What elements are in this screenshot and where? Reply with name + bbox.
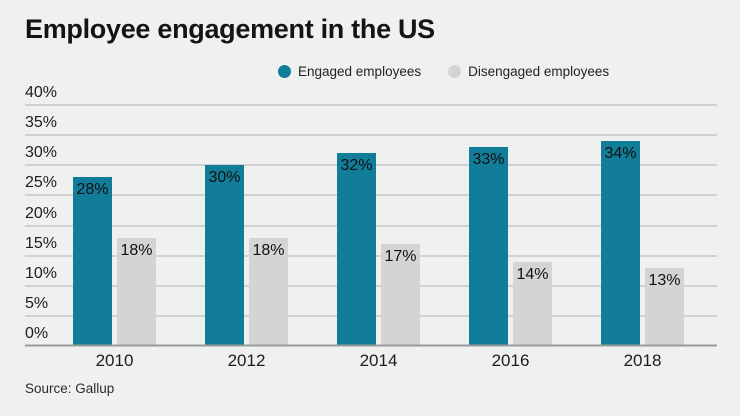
bar-engaged-2014: 32% <box>337 153 376 346</box>
chart-title: Employee engagement in the US <box>25 14 435 44</box>
x-tick-label: 2016 <box>491 351 530 370</box>
legend-label: Engaged employees <box>298 64 422 79</box>
y-tick-label: 0% <box>25 325 49 342</box>
bar-engaged-2018: 34% <box>601 141 640 346</box>
bar-value-label: 18% <box>120 241 153 259</box>
y-tick-label: 5% <box>25 294 49 312</box>
bar-value-label: 32% <box>340 157 373 175</box>
source-note: Source: Gallup <box>25 381 115 396</box>
legend: Engaged employees Disengaged employees <box>278 64 609 79</box>
legend-dot-icon <box>278 65 291 78</box>
x-tick-label: 2012 <box>227 351 266 370</box>
x-tick-label: 2014 <box>359 351 398 370</box>
bar-disengaged-2014: 17% <box>381 243 420 346</box>
gridline <box>25 134 717 136</box>
bar-disengaged-2016: 14% <box>513 261 552 346</box>
y-tick-label: 20% <box>25 204 58 222</box>
y-tick-label: 10% <box>25 264 58 282</box>
bar-disengaged-2010: 18% <box>117 237 156 346</box>
y-tick-label: 30% <box>25 144 58 162</box>
legend-dot-icon <box>448 65 462 78</box>
bar-engaged-2010: 28% <box>73 177 112 346</box>
x-tick-label: 2010 <box>95 351 134 370</box>
y-tick-label: 40% <box>25 84 58 101</box>
x-axis-line <box>25 344 717 347</box>
bar-value-label: 14% <box>516 265 549 283</box>
gridline <box>25 104 717 106</box>
bar-value-label: 17% <box>384 247 417 265</box>
legend-label: Disengaged employees <box>468 64 610 79</box>
y-tick-label: 15% <box>25 234 58 252</box>
legend-item-engaged: Engaged employees <box>278 64 421 79</box>
bar-disengaged-2012: 18% <box>249 237 288 346</box>
bar-value-label: 13% <box>648 271 681 289</box>
bar-disengaged-2018: 13% <box>645 267 684 346</box>
bar-engaged-2012: 30% <box>205 165 244 346</box>
bar-value-label: 28% <box>76 181 109 199</box>
bar-value-label: 30% <box>208 169 241 187</box>
bar-chart-plot: 0% 5% 10% 15% 20% 25% 30% 35% 40% 28% 18% 2010 30% 18… <box>25 85 717 369</box>
y-tick-label: 25% <box>25 174 58 192</box>
bar-value-label: 34% <box>604 145 637 163</box>
y-tick-label: 35% <box>25 114 58 132</box>
legend-item-disengaged: Disengaged employees <box>448 64 609 79</box>
x-tick-label: 2018 <box>623 351 662 370</box>
bar-value-label: 18% <box>252 241 285 259</box>
bar-engaged-2016: 33% <box>469 147 508 346</box>
bar-value-label: 33% <box>472 151 505 169</box>
